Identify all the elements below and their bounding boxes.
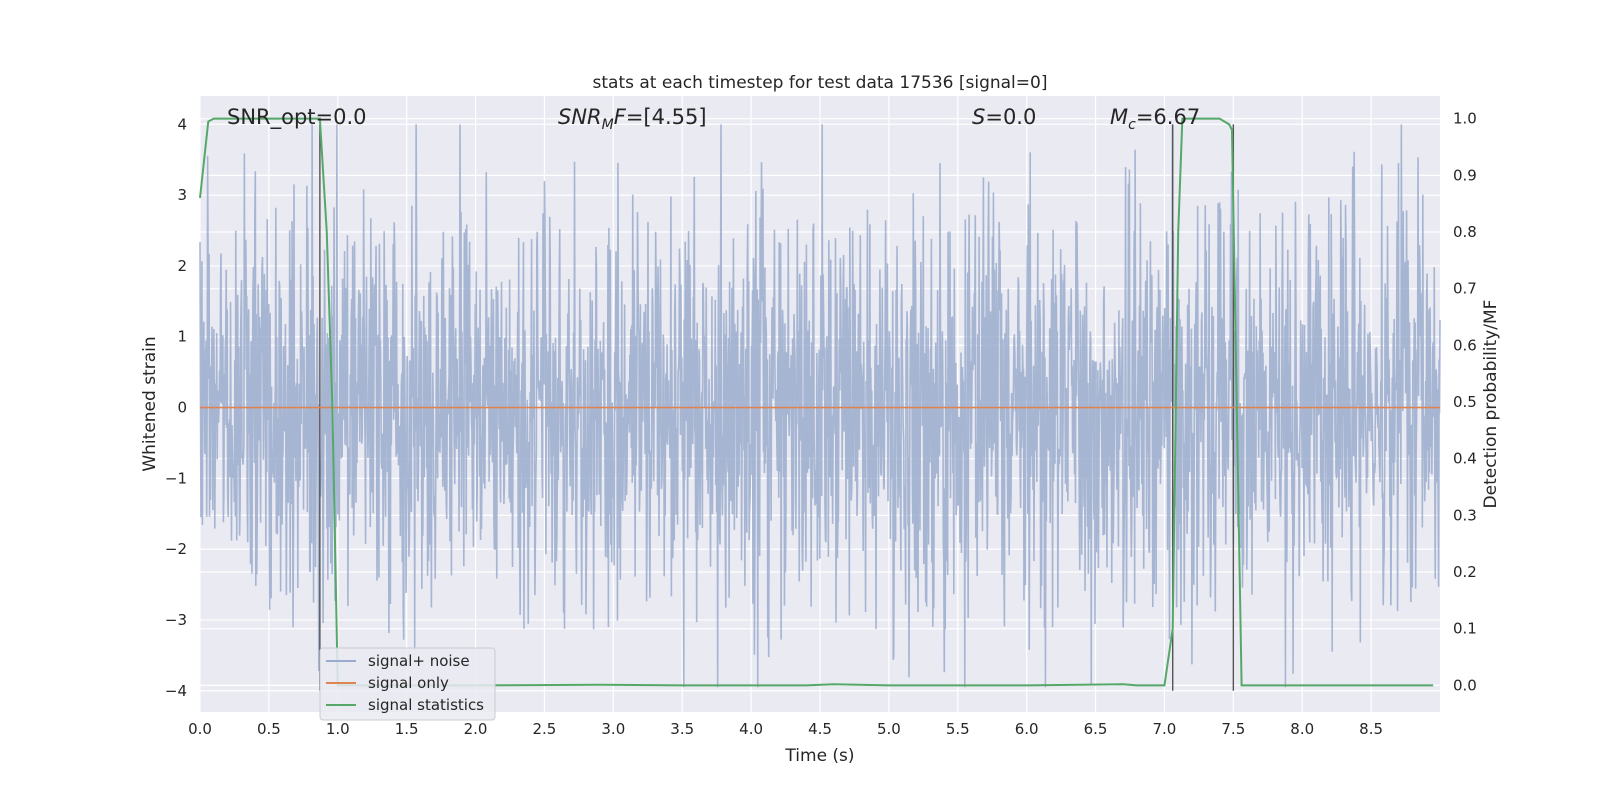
y-right-tick-label: 0.2 (1453, 563, 1477, 581)
y-left-tick-label: −3 (165, 611, 187, 629)
annotation-snr-mf: SNRMF=[4.55] (558, 105, 707, 133)
x-tick-label: 5.5 (946, 720, 970, 738)
annotation-s-stat: S=0.0 (972, 105, 1036, 129)
x-tick-label: 2.5 (533, 720, 557, 738)
legend-label-signal-statistics: signal statistics (368, 696, 484, 714)
y-left-tick-label: −1 (165, 469, 187, 487)
y-right-tick-label: 0.7 (1453, 280, 1477, 298)
x-tick-label: 5.0 (877, 720, 901, 738)
legend-label-signal-noise: signal+ noise (368, 652, 470, 670)
annotation-s-symbol: S (972, 105, 985, 129)
y-left-tick-label: −2 (165, 540, 187, 558)
annotation-snr-symbol: SNR (558, 105, 602, 129)
y-right-axis-ticks: 1.0 0.9 0.8 0.7 0.6 0.5 0.4 0.3 0.2 0.1 0.0 (1453, 110, 1477, 695)
annotation-mc-symbol: M (1110, 105, 1128, 129)
x-tick-label: 4.0 (739, 720, 763, 738)
y-right-tick-label: 1.0 (1453, 110, 1477, 128)
chart-title: stats at each timestep for test data 175… (593, 73, 1048, 93)
y-right-axis-label: Detection probability/MF (1481, 300, 1501, 509)
x-axis-label: Time (s) (784, 746, 854, 766)
annotations: SNR_opt=0.0 SNRMF=[4.55] S=0.0 Mc=6.67 (227, 105, 1200, 133)
x-tick-label: 7.0 (1153, 720, 1177, 738)
x-tick-label: 7.5 (1221, 720, 1245, 738)
x-tick-label: 2.0 (464, 720, 488, 738)
x-tick-label: 8.5 (1359, 720, 1383, 738)
y-right-tick-label: 0.8 (1453, 223, 1477, 241)
x-tick-label: 3.0 (601, 720, 625, 738)
annotation-mc-subscript: c (1128, 117, 1136, 133)
x-tick-label: 1.0 (326, 720, 350, 738)
signal-statistics-line (199, 117, 1434, 687)
overlays (199, 117, 1440, 691)
x-tick-label: 4.5 (808, 720, 832, 738)
annotation-mc-value: =6.67 (1136, 105, 1200, 129)
legend-box (319, 647, 496, 721)
y-right-tick-label: 0.6 (1453, 336, 1477, 354)
x-tick-label: 6.0 (1015, 720, 1039, 738)
annotation-mf-subscript: M (602, 117, 614, 133)
x-tick-label: 0.5 (257, 720, 281, 738)
y-right-tick-label: 0.9 (1453, 166, 1477, 184)
y-left-tick-label: 2 (177, 257, 187, 275)
x-tick-label: 6.5 (1084, 720, 1108, 738)
y-right-tick-label: 0.0 (1453, 676, 1477, 694)
annotation-snr-mf-value: =[4.55] (626, 105, 707, 129)
legend-label-signal-only: signal only (368, 674, 449, 692)
y-left-tick-label: −4 (165, 682, 187, 700)
annotation-snr-opt: SNR_opt=0.0 (227, 105, 367, 130)
legend: signal+ noise signal only signal statist… (319, 647, 496, 721)
annotation-mc: Mc=6.67 (1110, 105, 1200, 133)
x-axis-ticks: 0.0 0.5 1.0 1.5 2.0 2.5 3.0 3.5 4.0 4.5 5.0 5.5 6.0 6… (188, 720, 1383, 738)
y-left-axis-label: Whitened strain (140, 336, 160, 471)
y-left-tick-label: 0 (177, 399, 187, 417)
y-right-tick-label: 0.5 (1453, 393, 1477, 411)
y-left-tick-label: 3 (177, 186, 187, 204)
x-tick-label: 3.5 (670, 720, 694, 738)
y-right-tick-label: 0.4 (1453, 450, 1477, 468)
y-left-tick-label: 4 (177, 115, 187, 133)
y-right-tick-label: 0.1 (1453, 620, 1477, 638)
annotation-s-value: =0.0 (985, 105, 1036, 129)
x-tick-label: 1.5 (395, 720, 419, 738)
x-tick-label: 8.0 (1290, 720, 1314, 738)
y-left-axis-ticks: 4 3 2 1 0 −1 −2 −3 −4 (165, 115, 187, 699)
annotation-f-symbol: F (614, 105, 627, 129)
x-tick-label: 0.0 (188, 720, 212, 738)
y-left-tick-label: 1 (177, 328, 187, 346)
y-right-tick-label: 0.3 (1453, 506, 1477, 524)
